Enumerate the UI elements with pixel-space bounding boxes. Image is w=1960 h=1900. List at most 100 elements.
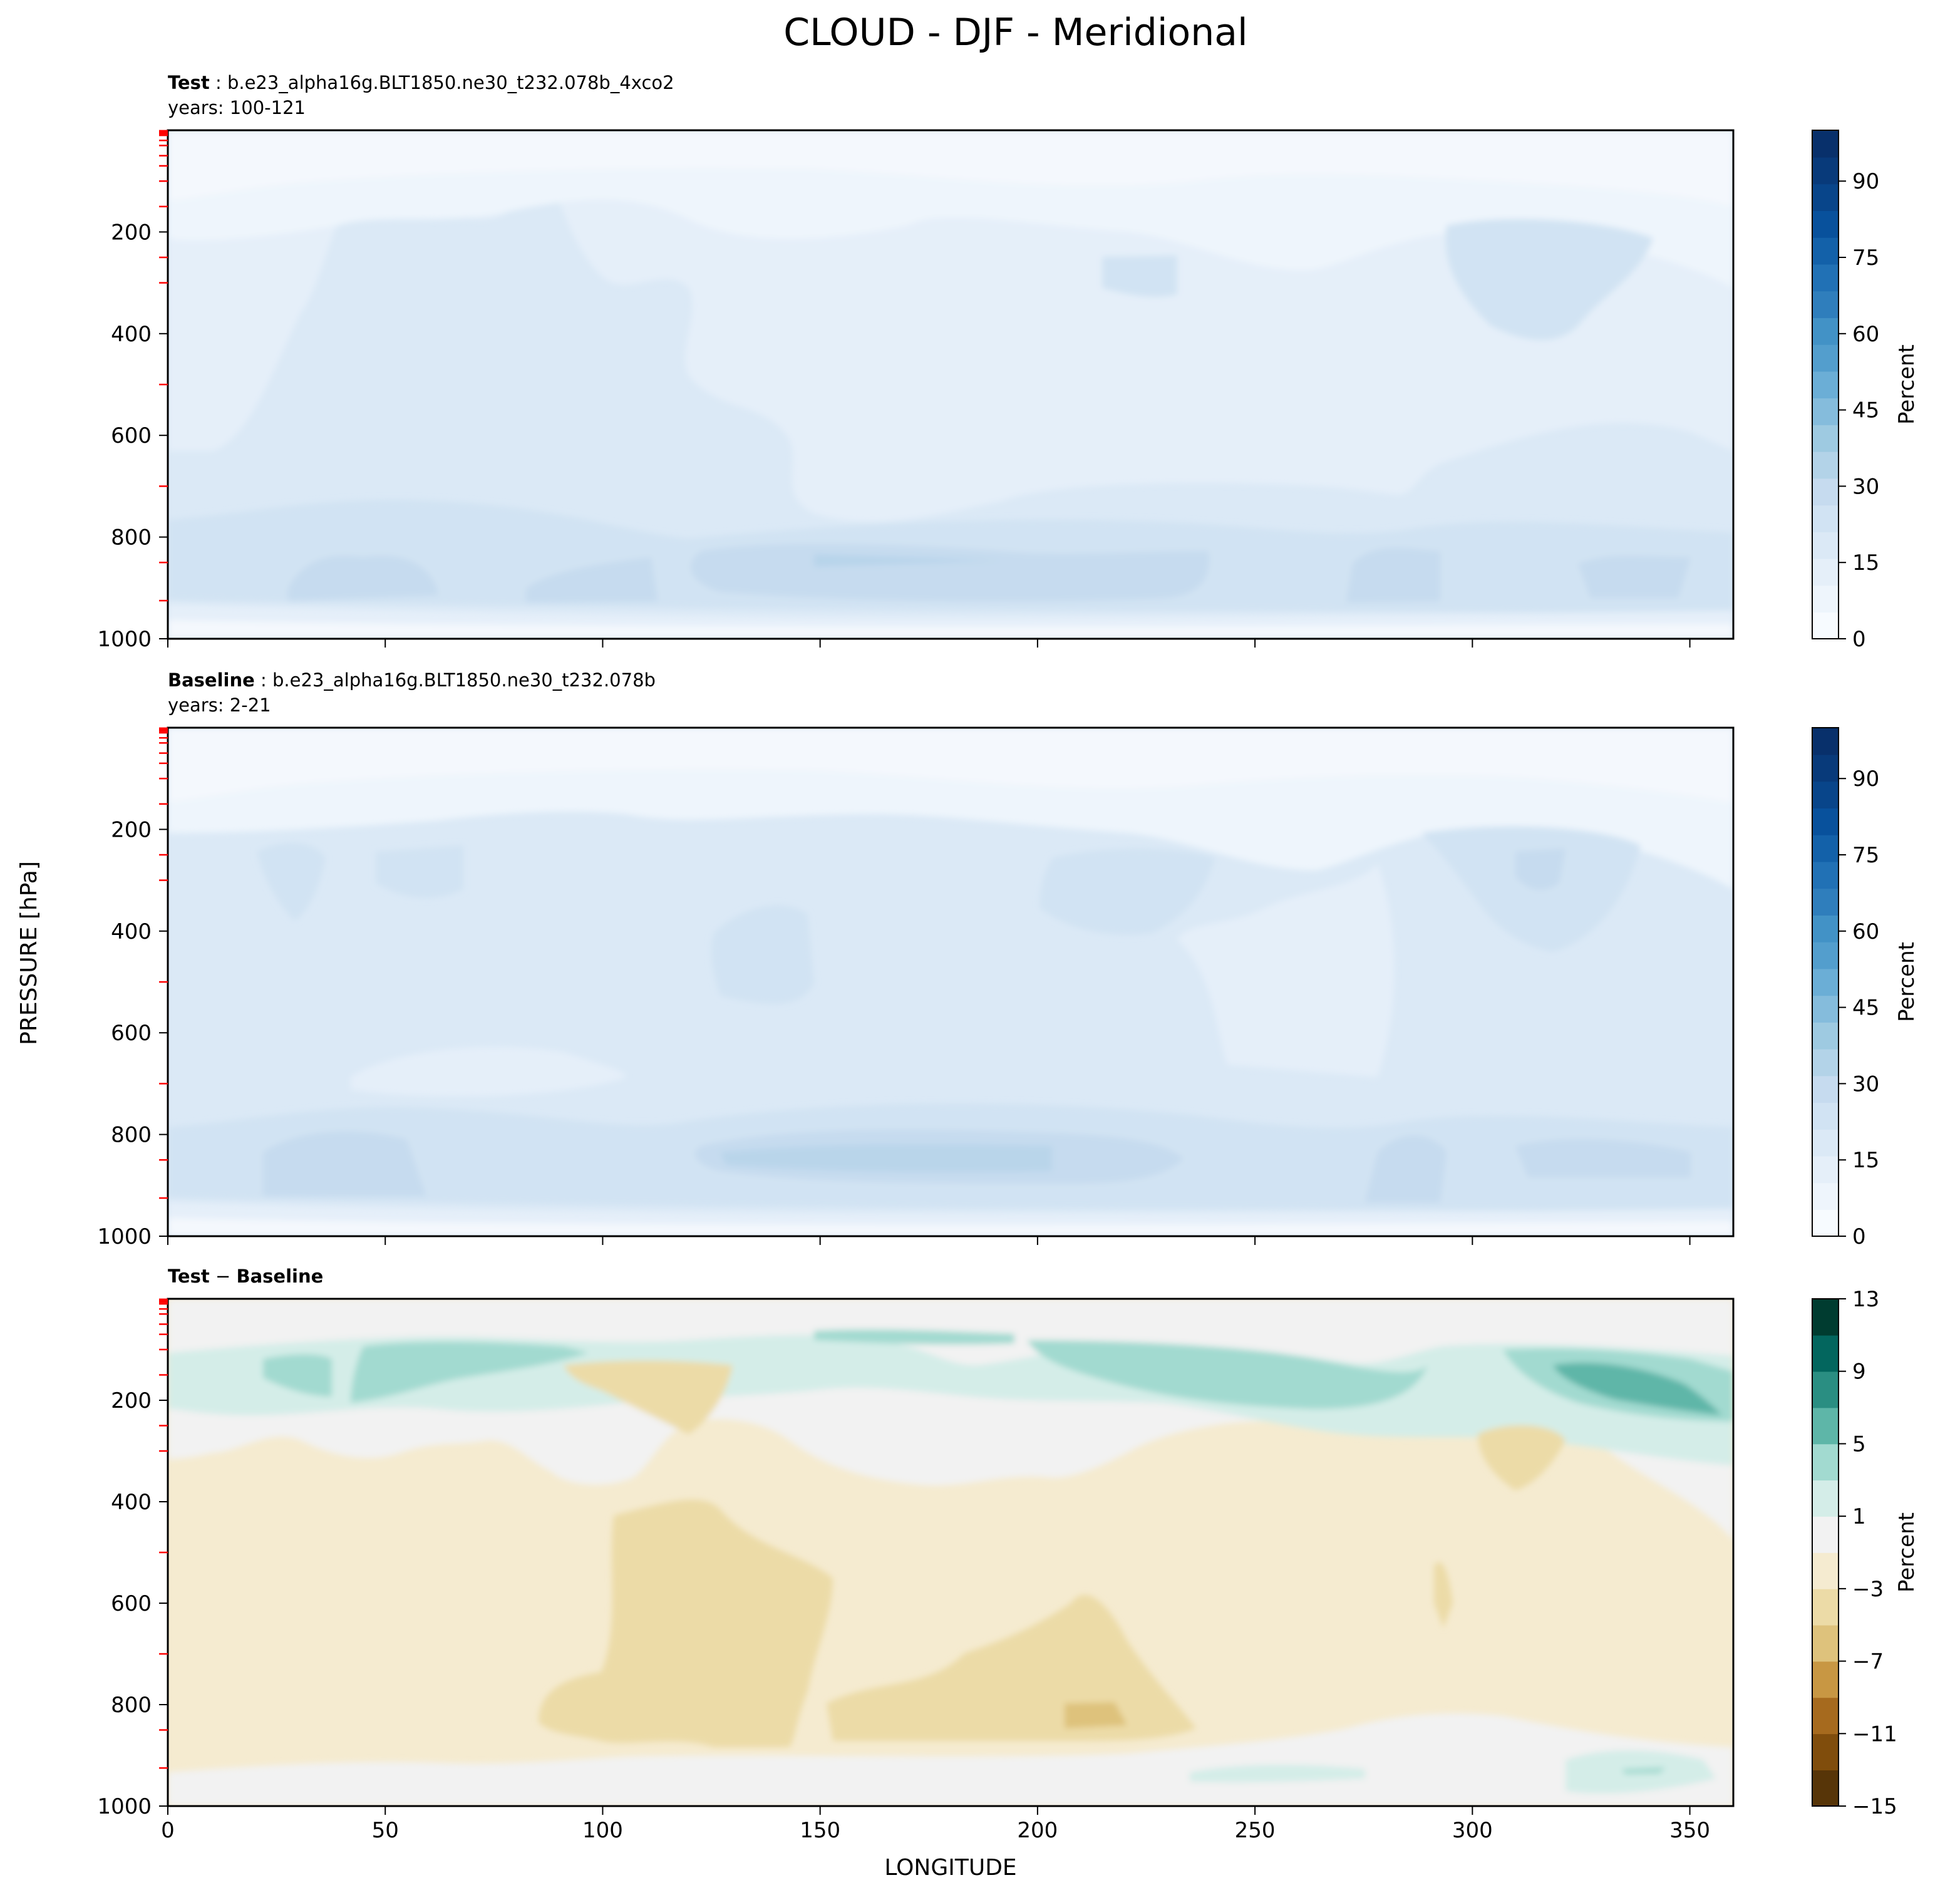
colorbar-baseline-frame: [1812, 727, 1839, 1237]
colorbar-diff-label: Percent: [1894, 1512, 1919, 1593]
colorbar-baseline-tick-label-5: 75: [1852, 843, 1879, 868]
contour-diff-neg-core-a: [539, 1499, 833, 1747]
colorbar-baseline-swatch-7: [1812, 1022, 1839, 1050]
contour-test-surface-white: [168, 620, 1733, 639]
contour-diff-posband-mid-a: [263, 1354, 332, 1397]
colorbar-baseline-swatch-18: [1812, 728, 1839, 755]
colorbar-test-swatch-10: [1812, 344, 1839, 372]
contour-baseline-lowcore-e: [1515, 1139, 1691, 1177]
colorbar-test-swatch-5: [1812, 478, 1839, 506]
contour-test-lowcore-d: [1346, 548, 1440, 602]
x-axis-label: LONGITUDE: [884, 1855, 1016, 1881]
colorbar-test-swatch-16: [1812, 183, 1839, 212]
colorbar-test-swatch-0: [1812, 612, 1839, 639]
panel-diff-contours: [168, 1299, 1733, 1806]
panel-diff-title-baseline: Baseline: [236, 1266, 323, 1287]
contour-baseline-lowcore-b: [720, 1144, 1052, 1172]
contour-diff-lowlevel-pos-c: [1622, 1767, 1666, 1774]
colorbar-baseline-tick-label-1: 15: [1852, 1148, 1879, 1173]
colorbar-test-swatch-18: [1812, 130, 1839, 158]
colorbar-diff-swatch-6: [1812, 1552, 1839, 1589]
colorbar-test-swatch-7: [1812, 425, 1839, 452]
colorbar-test-swatch-15: [1812, 210, 1839, 238]
contour-diff-lowlevel-neutral: [168, 1713, 1733, 1806]
colorbar-diff-tick-label-6: −11: [1852, 1722, 1897, 1747]
colorbar-diff-tick-label-0: 13: [1852, 1287, 1879, 1312]
contour-diff-posband-mid-d: [814, 1329, 1014, 1345]
panel-test: Test : b.e23_alpha16g.BLT1850.ne30_t232.…: [167, 72, 1735, 640]
panel-diff: Test − Baseline: [167, 1266, 1735, 1807]
contour-baseline-upper-core-b: [376, 845, 463, 898]
panel-diff-title-test: Test: [168, 1266, 210, 1287]
colorbar-diff-swatch-2: [1812, 1697, 1839, 1735]
colorbar-diff-swatch-5: [1812, 1588, 1839, 1626]
colorbar-test-swatch-3: [1812, 532, 1839, 559]
y-tick-label-p3-4: 1000: [97, 1794, 152, 1819]
colorbar-test-tick-label-6: 90: [1852, 169, 1879, 194]
contour-test-lowcore-b: [288, 555, 438, 601]
colorbar-test-swatch-8: [1812, 398, 1839, 425]
colorbar-baseline-swatch-11: [1812, 915, 1839, 942]
y-tick-label-p1-2: 600: [111, 423, 152, 448]
panel-test-title-case: : b.e23_alpha16g.BLT1850.ne30_t232.078b_…: [210, 72, 674, 93]
y-tick-label-p3-1: 400: [111, 1490, 152, 1515]
panel-baseline-title-bold: Baseline: [168, 669, 255, 691]
colorbar-test-swatch-9: [1812, 371, 1839, 399]
panel-test-title: Test : b.e23_alpha16g.BLT1850.ne30_t232.…: [168, 72, 674, 93]
contour-test-lowcore-f: [814, 554, 1002, 567]
contour-baseline-upper-core-d: [1039, 849, 1215, 935]
y-axis-label: PRESSURE [hPa]: [16, 861, 42, 1045]
x-tick-label-7: 350: [1669, 1818, 1710, 1843]
colorbar-baseline-swatch-15: [1812, 808, 1839, 835]
panel-baseline-title: Baseline : b.e23_alpha16g.BLT1850.ne30_t…: [168, 669, 656, 691]
contour-test-upper-core-a: [1445, 219, 1653, 341]
colorbar-baseline-swatch-8: [1812, 995, 1839, 1023]
colorbar-test-swatch-6: [1812, 451, 1839, 479]
colorbar-test-tick-label-3: 45: [1852, 398, 1879, 423]
x-tick-label-4: 200: [1017, 1818, 1058, 1843]
colorbar-baseline-swatch-6: [1812, 1048, 1839, 1076]
colorbar-test-swatch-4: [1812, 505, 1839, 532]
colorbar-baseline-swatch-9: [1812, 968, 1839, 996]
colorbar-diff-tick-label-3: 1: [1852, 1504, 1866, 1529]
colorbar-baseline-swatch-2: [1812, 1155, 1839, 1184]
colorbar-diff-tick-label-1: 9: [1852, 1360, 1866, 1385]
colorbar-baseline-tick-label-6: 90: [1852, 767, 1879, 792]
colorbar-diff-swatch-3: [1812, 1661, 1839, 1698]
colorbar-test-tick-label-5: 75: [1852, 245, 1879, 271]
y-tick-label-p2-2: 600: [111, 1021, 152, 1046]
colorbar-diff-tick-label-5: −7: [1852, 1650, 1884, 1675]
contour-test-top-white: [168, 130, 1733, 207]
colorbar-diff-swatch-12: [1812, 1335, 1839, 1372]
x-tick-label-2: 100: [582, 1818, 623, 1843]
colorbar-baseline-swatch-0: [1812, 1209, 1839, 1237]
panel-test-contours: [168, 130, 1733, 639]
contour-diff-posband-mid-c: [1027, 1340, 1428, 1409]
x-tick-label-5: 250: [1235, 1818, 1276, 1843]
colorbar-diff-swatch-11: [1812, 1371, 1839, 1408]
panel-test-years: years: 100-121: [168, 97, 306, 118]
x-tick-label-3: 150: [800, 1818, 840, 1843]
colorbar-diff-tick-label-7: −15: [1852, 1794, 1897, 1819]
contour-baseline-surface-white: [168, 1218, 1733, 1236]
panel-baseline: Baseline : b.e23_alpha16g.BLT1850.ne30_t…: [167, 669, 1735, 1237]
colorbar-baseline-swatch-14: [1812, 834, 1839, 862]
colorbar-diff-swatch-0: [1812, 1770, 1839, 1807]
colorbar-diff-swatch-1: [1812, 1733, 1839, 1770]
contour-baseline-lowcore-c: [263, 1131, 426, 1196]
contour-test-upper-core-b: [1102, 256, 1177, 297]
colorbar-diff-tick-label-4: −3: [1852, 1577, 1884, 1602]
colorbar-test-swatch-12: [1812, 291, 1839, 318]
colorbar-baseline-swatch-17: [1812, 754, 1839, 782]
colorbar-baseline-swatch-1: [1812, 1182, 1839, 1211]
contour-diff-neg-core-d: [564, 1360, 733, 1434]
colorbar-baseline-swatch-4: [1812, 1102, 1839, 1130]
x-tick-label-0: 0: [161, 1818, 175, 1843]
colorbar-diff-swatch-8: [1812, 1480, 1839, 1517]
contour-test-lowcore-c: [526, 557, 658, 602]
contour-diff-posband-mid-b: [351, 1341, 589, 1403]
contour-baseline-top-white: [168, 728, 1733, 803]
colorbar-test-tick-label-0: 0: [1852, 627, 1866, 652]
